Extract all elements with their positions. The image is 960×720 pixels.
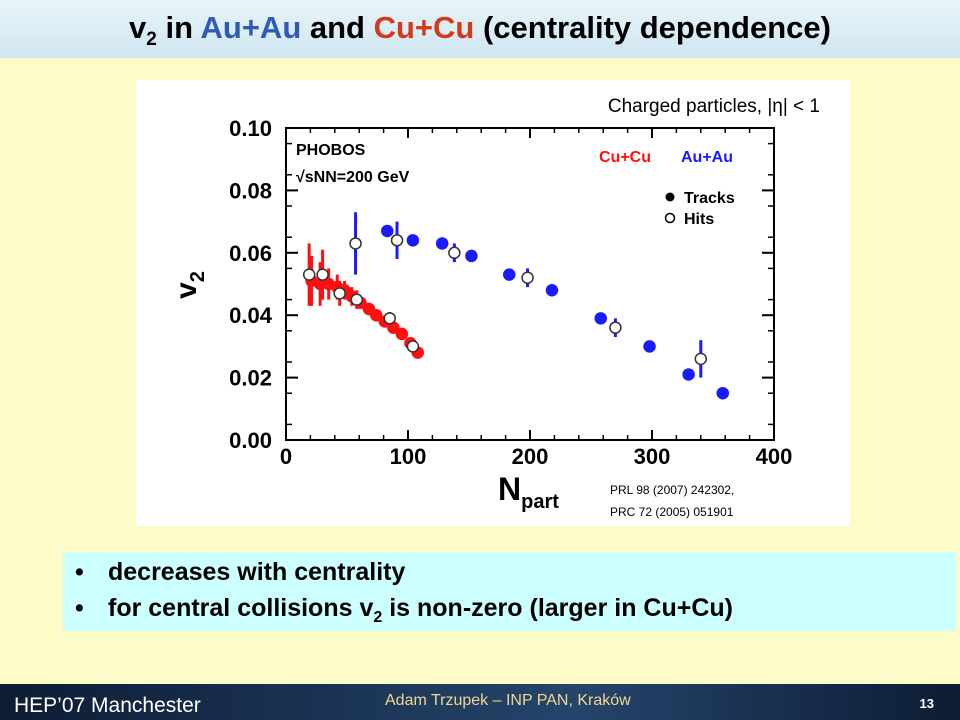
- x-tick-label: 200: [512, 444, 549, 469]
- y-tick-label: 0.00: [229, 428, 272, 453]
- y-tick-label: 0.04: [229, 303, 273, 328]
- bullet-2-text-end: is non-zero (larger in Cu+Cu): [382, 594, 733, 622]
- title-v: v: [129, 10, 147, 45]
- auau-tracks-point: [594, 312, 608, 325]
- cucu-tracks-point: [370, 308, 383, 322]
- bullet-1: • decreases with centrality: [75, 558, 406, 586]
- auau-tracks-point: [545, 283, 559, 297]
- cucu-hits-point: [406, 340, 420, 353]
- auau-tracks-point: [682, 368, 695, 381]
- header-note: Charged particles, |η| < 1: [608, 96, 820, 117]
- cucu-tracks-point: [395, 327, 409, 341]
- auau-hits-point: [694, 352, 708, 366]
- legend-hits-marker: [664, 212, 676, 224]
- y-axis-label-main: v: [170, 282, 203, 299]
- auau-tracks-point: [435, 237, 449, 250]
- title-cucu: Cu+Cu: [373, 10, 475, 45]
- auau-hits-point: [349, 237, 362, 250]
- auau-tracks-point: [465, 249, 478, 263]
- auau-tracks-point: [381, 224, 394, 238]
- x-tick-label: 0: [280, 444, 292, 469]
- page-number: 13: [919, 696, 934, 711]
- auau-tracks-point: [716, 386, 730, 400]
- reference-1: PRL 98 (2007) 242302,: [610, 483, 734, 497]
- energy-label: √sNN=200 GeV: [296, 169, 410, 186]
- auau-tracks-point: [643, 340, 656, 353]
- v2-vs-npart-plot: Charged particles, |η| < 1 0 100 200 300 400…: [170, 96, 820, 519]
- y-axis-label-sub: 2: [187, 271, 209, 282]
- cucu-hits-point: [383, 312, 396, 325]
- bullet-2: • for central collisions v2 is non-zero (…: [75, 594, 733, 626]
- auau-hits-point: [390, 234, 404, 247]
- legend-auau: Au+Au: [681, 149, 733, 166]
- x-axis-label: Npart: [498, 471, 559, 513]
- experiment-label: PHOBOS: [296, 142, 366, 159]
- auau-hits-point: [448, 246, 461, 260]
- y-tick-label: 0.02: [229, 366, 272, 391]
- bullet-2-text: for central collisions v: [108, 594, 374, 622]
- cucu-hits-point: [350, 293, 364, 306]
- bullet-box: • decreases with centrality • for central …: [63, 552, 956, 631]
- auau-hits-point: [521, 271, 534, 285]
- cucu-hits-point: [316, 268, 329, 281]
- y-tick-label: 0.06: [229, 241, 272, 266]
- legend-cucu: Cu+Cu: [599, 149, 651, 166]
- author-affiliation: Adam Trzupek – INP PAN, Kraków: [385, 692, 631, 709]
- title-v-sub: 2: [146, 29, 157, 51]
- y-tick-label: 0.10: [229, 116, 272, 141]
- cucu-hits-point: [302, 268, 316, 281]
- slide-title: v2 in Au+Au and Cu+Cu (centrality depend…: [0, 10, 960, 51]
- x-tick-label: 100: [390, 444, 427, 469]
- auau-tracks-point: [503, 268, 516, 281]
- title-bar: [0, 0, 960, 58]
- x-tick-label: 300: [634, 444, 671, 469]
- auau-hits-point: [609, 321, 622, 334]
- title-rest: (centrality dependence): [474, 10, 831, 45]
- cucu-hits-point: [333, 287, 346, 300]
- reference-2: PRC 72 (2005) 051901: [610, 505, 734, 519]
- footer-bar: HEP’07 Manchester Adam Trzupek – INP PAN…: [0, 684, 960, 720]
- y-axis-label: v2: [170, 271, 209, 299]
- title-and: and: [301, 10, 374, 45]
- y-tick-label: 0.08: [229, 178, 272, 203]
- bullet-1-text: decreases with centrality: [108, 558, 406, 586]
- bullet-2-sub: 2: [373, 609, 383, 626]
- title-auau: Au+Au: [200, 10, 302, 45]
- x-axis-label-sub: part: [521, 491, 559, 513]
- conference-name: HEP’07 Manchester: [14, 694, 201, 717]
- legend-hits: Hits: [684, 211, 714, 228]
- x-axis-label-main: N: [498, 471, 521, 507]
- auau-tracks-point: [406, 234, 420, 247]
- legend-tracks-marker: [665, 192, 675, 202]
- x-tick-label: 400: [756, 444, 793, 469]
- chart-panel: Charged particles, |η| < 1 0 100 200 300 400…: [136, 80, 850, 526]
- legend-tracks: Tracks: [684, 190, 735, 207]
- title-in: in: [156, 10, 201, 45]
